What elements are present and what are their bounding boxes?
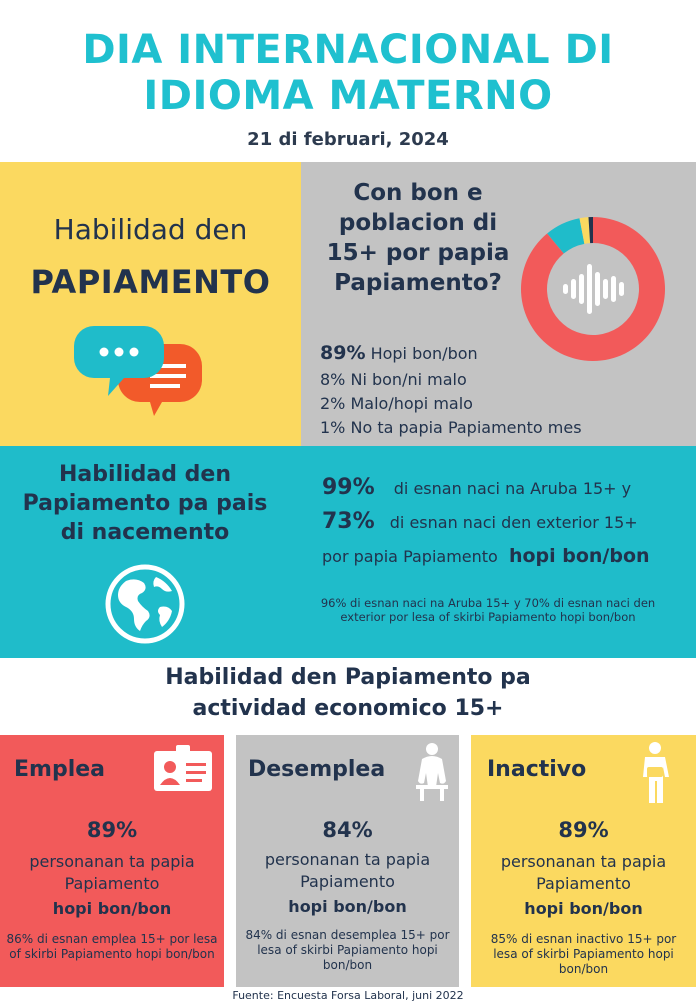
exterior-row: 73% di esnan naci den exterior 15+ [322, 509, 638, 534]
stat-text: Ni bon/ni malo [350, 370, 467, 389]
nacemento-title: Habilidad den Papiamento pa pais di nace… [22, 462, 268, 545]
sound-wave-icon [563, 264, 624, 314]
card-small: 84% di esnan desemplea 15+ por lesa of s… [245, 928, 450, 972]
aruba-text: di esnan naci na Aruba 15+ y [393, 479, 632, 498]
page-title-line2: IDIOMA MATERNO [143, 73, 553, 119]
card-bold: hopi bon/bon [288, 897, 407, 916]
actividad-title-line1: Habilidad den Papiamento pa [165, 665, 531, 690]
id-card-icon [154, 745, 212, 791]
card-text: personanan ta papia Papiamento [500, 852, 667, 893]
stat-row-ni-bon: 8% Ni bon/ni malo [320, 370, 467, 389]
sitting-person-icon [416, 743, 448, 801]
papia-text: por papia Papiamento [322, 547, 498, 566]
card-text: personanan ta papia Papiamento [264, 850, 431, 891]
card-pct: 84% [322, 818, 373, 842]
habilidad-label: Habilidad den [53, 213, 248, 246]
stat-text: Malo/hopi malo [350, 394, 473, 413]
card-text: personanan ta papia Papiamento [29, 852, 195, 893]
papia-bold: hopi bon/bon [508, 545, 650, 567]
donut-slice-malo-hopi-malo [579, 217, 591, 244]
card-pct: 89% [86, 818, 138, 842]
aruba-pct: 99% [322, 475, 375, 500]
donut-slice-no-ta-papia-papiamento-mes [588, 217, 593, 244]
exterior-pct: 73% [322, 509, 375, 534]
exterior-text: di esnan naci den exterior 15+ [389, 513, 638, 532]
question-panel [301, 162, 696, 446]
stat-pct: 89% [320, 342, 366, 364]
stat-text: No ta papia Papiamento mes [350, 418, 582, 437]
papiamento-label: PAPIAMENTO [30, 263, 271, 301]
nacemento-panel [0, 446, 696, 658]
stat-row-no-ta-papia: 1% No ta papia Papiamento mes [320, 418, 582, 437]
aruba-row: 99% di esnan naci na Aruba 15+ y [322, 475, 631, 500]
card-pct: 89% [558, 818, 609, 842]
source-note: Fuente: Encuesta Forsa Laboral, juni 202… [232, 989, 464, 1002]
papia-row: por papia Papiamento hopi bon/bon [322, 545, 650, 567]
stat-row-malo: 2% Malo/hopi malo [320, 394, 473, 413]
card-bold: hopi bon/bon [52, 899, 172, 918]
donut-slice-ni-bon-ni-malo [547, 218, 585, 254]
card-bold: hopi bon/bon [524, 899, 643, 918]
card-inactivo: Inactivo 89% personanan ta papia Papiame… [471, 735, 696, 987]
card-desemplea: Desemplea 84% personanan ta papia Papiam… [236, 735, 459, 987]
stat-pct: 1% [320, 418, 346, 437]
globe-icon [105, 564, 185, 644]
stat-pct: 2% [320, 394, 346, 413]
stat-pct: 8% [320, 370, 346, 389]
population-question: Con bon e poblacion di 15+ por papia Pap… [326, 180, 510, 296]
actividad-title-line2: actividad economico 15+ [192, 696, 504, 721]
card-title: Desemplea [248, 757, 386, 782]
speech-bubbles-icon [74, 326, 202, 416]
stat-row-hopi-bon: 89% Hopi bon/bon [320, 342, 478, 364]
stat-text: Hopi bon/bon [370, 344, 478, 363]
card-title: Inactivo [487, 757, 587, 782]
page-title-line1: DIA INTERNACIONAL DI [82, 27, 614, 73]
card-small: 85% di esnan inactivo 15+ por lesa of sk… [490, 932, 677, 976]
donut-chart [521, 217, 665, 361]
standing-person-icon [643, 742, 669, 803]
date-label: 21 di februari, 2024 [247, 129, 449, 150]
nacemento-footnote: 96% di esnan naci na Aruba 15+ y 70% di … [320, 596, 656, 624]
actividad-title: Habilidad den Papiamento pa actividad ec… [0, 662, 696, 724]
card-title: Emplea [14, 757, 106, 782]
donut-slice-hopi-bon-bon [521, 217, 665, 361]
card-small: 86% di esnan emplea 15+ por lesa of skir… [6, 932, 218, 961]
card-emplea: Emplea 89% personanan ta papia Papiament… [0, 735, 224, 987]
